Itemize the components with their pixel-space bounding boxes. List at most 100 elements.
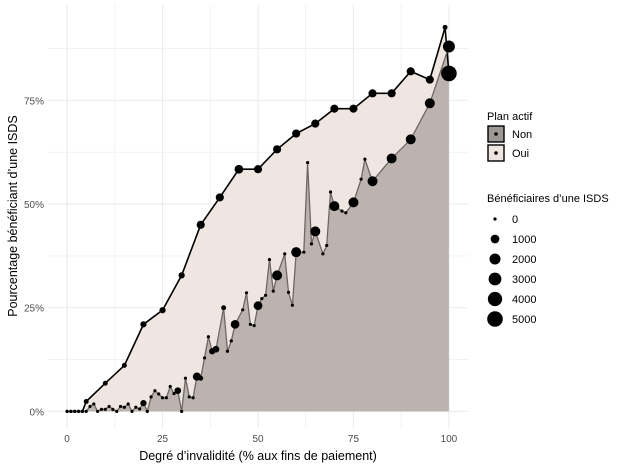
x-tick-label: 75: [348, 434, 360, 445]
point-oui: [330, 104, 339, 113]
legend-size-dot: [489, 253, 501, 265]
point-non: [329, 201, 340, 212]
x-tick-label: 25: [157, 434, 169, 445]
point-non: [340, 209, 344, 213]
areas: [67, 27, 449, 412]
point-non: [174, 387, 182, 395]
point-non: [386, 153, 397, 164]
point-non: [140, 399, 147, 407]
point-oui: [273, 145, 282, 154]
point-oui: [102, 380, 108, 386]
legend-label-oui: Oui: [512, 148, 529, 160]
legend-fill-title: Plan actif: [487, 111, 533, 123]
x-axis-title: Degré d’invalidité (% aux fins de paieme…: [139, 449, 377, 463]
legend-size-dot: [487, 291, 503, 307]
point-non: [130, 409, 134, 414]
point-non: [272, 270, 283, 281]
point-oui: [425, 75, 434, 84]
legend-size-label: 1000: [512, 234, 536, 246]
point-non: [283, 252, 287, 256]
point-non: [325, 243, 329, 248]
point-non: [202, 356, 207, 360]
x-tick-label: 50: [252, 434, 264, 445]
y-axis-title: Pourcentage bénéficiant d’une ISDS: [6, 115, 20, 317]
y-tick-label: 50%: [24, 200, 44, 211]
point-non: [84, 409, 88, 414]
point-non: [253, 301, 263, 311]
point-non: [241, 308, 245, 312]
point-non: [252, 323, 256, 328]
point-oui: [159, 307, 166, 314]
point-non: [290, 303, 294, 307]
legend-size-title: Bénéficiaires d’une ISDS: [487, 193, 609, 205]
point-oui: [368, 89, 377, 98]
axis-ticks: 0 25 50 75 100 0% 25% 50% 75%: [24, 96, 458, 445]
point-non: [291, 247, 302, 258]
point-non: [99, 407, 104, 411]
point-non: [92, 402, 96, 406]
point-non: [264, 293, 268, 297]
legend-label-non: Non: [512, 129, 532, 141]
point-oui: [406, 67, 415, 76]
point-non: [183, 376, 188, 380]
point-non: [424, 98, 435, 109]
point-oui: [349, 104, 358, 113]
legend-key-dot: [494, 151, 498, 155]
legend-size-label: 5000: [512, 314, 536, 326]
legend-size-label: 3000: [512, 274, 536, 286]
point-non: [198, 375, 204, 381]
legend-size-label: 0: [512, 214, 518, 226]
point-non: [88, 404, 92, 409]
y-tick-label: 0%: [30, 407, 45, 418]
point-non: [168, 384, 172, 389]
y-tick-label: 75%: [24, 96, 44, 107]
point-non: [267, 258, 272, 262]
legend-size-dot: [488, 272, 502, 286]
y-tick-label: 25%: [24, 304, 44, 315]
point-non: [73, 409, 77, 414]
point-oui: [442, 24, 448, 30]
point-non: [248, 322, 252, 326]
point-oui: [196, 220, 205, 229]
point-non: [348, 197, 359, 208]
legend-size-dot: [487, 311, 503, 327]
point-non: [363, 157, 367, 161]
point-non: [359, 177, 363, 181]
point-non: [321, 252, 325, 256]
point-non: [172, 391, 176, 396]
point-non: [230, 319, 240, 329]
point-non: [310, 226, 321, 237]
point-oui: [441, 65, 457, 82]
point-non: [221, 305, 227, 311]
point-non: [206, 335, 210, 339]
point-oui: [215, 193, 224, 202]
x-tick-label: 0: [64, 434, 70, 445]
point-non: [138, 407, 142, 411]
point-non: [229, 339, 233, 343]
point-non: [153, 389, 157, 393]
point-non: [260, 297, 264, 301]
point-non: [96, 409, 100, 414]
points: [65, 24, 457, 414]
legend-key-dot: [494, 132, 498, 136]
legend-size-dot: [490, 234, 500, 244]
line-non: [67, 46, 450, 414]
point-non: [191, 396, 195, 400]
point-non: [122, 405, 126, 409]
point-oui: [387, 89, 396, 98]
point-non: [107, 404, 111, 409]
point-non: [344, 211, 348, 215]
point-oui: [178, 272, 185, 279]
point-oui: [234, 164, 244, 174]
point-non: [225, 349, 230, 353]
legend: Plan actif Bénéficiaires d’une ISDS Non O…: [487, 111, 609, 327]
point-non: [157, 392, 161, 396]
point-non: [80, 409, 84, 414]
point-non: [126, 402, 130, 406]
area-non: [67, 46, 449, 412]
point-non: [309, 242, 314, 246]
point-non: [76, 409, 81, 414]
point-oui: [83, 398, 89, 404]
